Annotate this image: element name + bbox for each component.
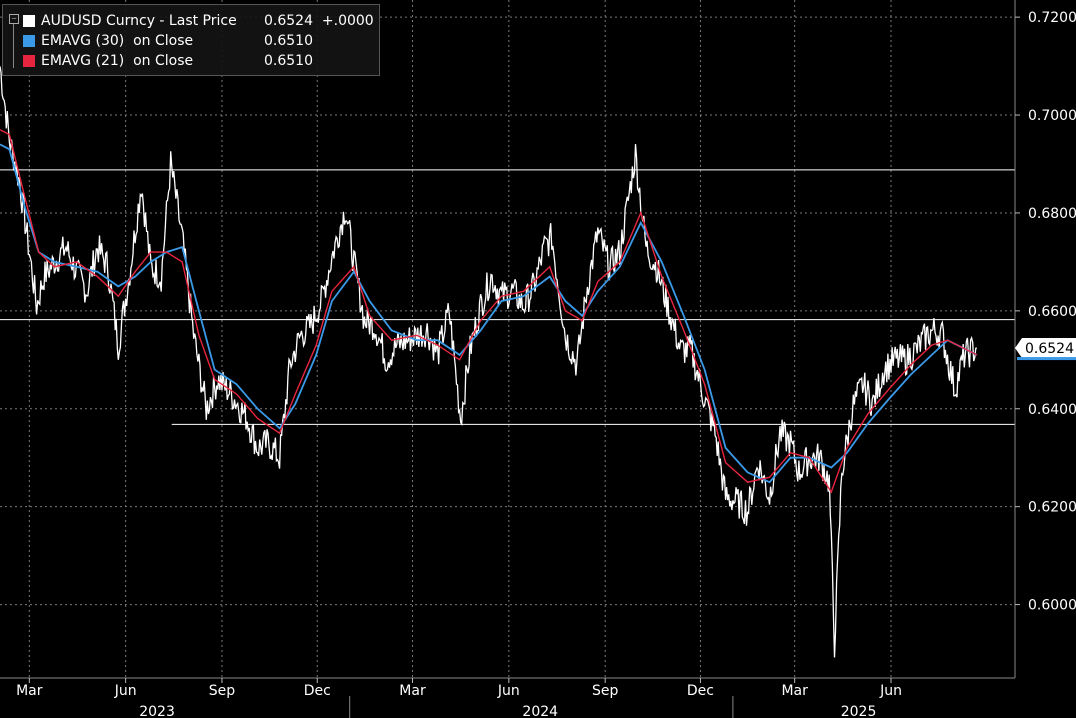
x-tick-label: Mar <box>781 683 808 699</box>
collapse-icon[interactable]: − <box>9 14 19 24</box>
x-tick-label: Jun <box>497 683 520 699</box>
legend-box: − AUDUSD Curncy - Last Price 0.6524 +.00… <box>2 4 380 76</box>
y-tick-label: 0.6600 <box>1028 304 1076 320</box>
series-line-ema21 <box>0 129 978 494</box>
legend-row-ema30: EMAVG (30) on Close 0.6510 <box>9 31 313 51</box>
y-tick-label: 0.7200 <box>1028 10 1076 26</box>
plot-area <box>0 0 1015 678</box>
y-tick-label: 0.6800 <box>1028 206 1076 222</box>
legend-label: AUDUSD Curncy - Last Price <box>41 13 237 29</box>
legend-label: EMAVG (21) on Close <box>41 53 194 69</box>
x-tick-label: Dec <box>687 683 714 699</box>
series-line-ema30 <box>0 143 978 484</box>
y-tick-label: 0.6200 <box>1028 500 1076 516</box>
year-label: 2025 <box>841 704 877 718</box>
x-tick-label: Sep <box>592 683 619 699</box>
year-label: 2024 <box>522 704 558 718</box>
x-tick-label: Mar <box>399 683 426 699</box>
series-line-price <box>0 66 977 658</box>
x-tick-label: Dec <box>304 683 331 699</box>
y-tick-label: 0.6400 <box>1028 402 1076 418</box>
last-price-tag <box>1015 338 1076 359</box>
ema30-swatch <box>23 35 35 47</box>
ema21-swatch <box>23 55 35 67</box>
y-tick-label: 0.6000 <box>1028 598 1076 614</box>
legend-value: 0.6510 <box>264 53 313 69</box>
x-tick-label: Jun <box>879 683 902 699</box>
ema-price-marker <box>1017 357 1076 361</box>
legend-row-ema21: EMAVG (21) on Close 0.6510 <box>9 51 313 71</box>
legend-value: 0.6524 +.0000 <box>264 13 374 29</box>
price-swatch <box>23 15 35 27</box>
x-tick-label: Jun <box>114 683 137 699</box>
legend-tree-line <box>13 24 14 68</box>
x-tick-label: Sep <box>209 683 236 699</box>
legend-row-price: AUDUSD Curncy - Last Price 0.6524 +.0000 <box>9 11 374 31</box>
last-price-label: 0.6524 <box>1025 341 1074 357</box>
year-label: 2023 <box>139 704 175 718</box>
x-tick-label: Mar <box>16 683 43 699</box>
legend-value: 0.6510 <box>264 33 313 49</box>
legend-label: EMAVG (30) on Close <box>41 33 194 49</box>
y-tick-label: 0.7000 <box>1028 108 1076 124</box>
